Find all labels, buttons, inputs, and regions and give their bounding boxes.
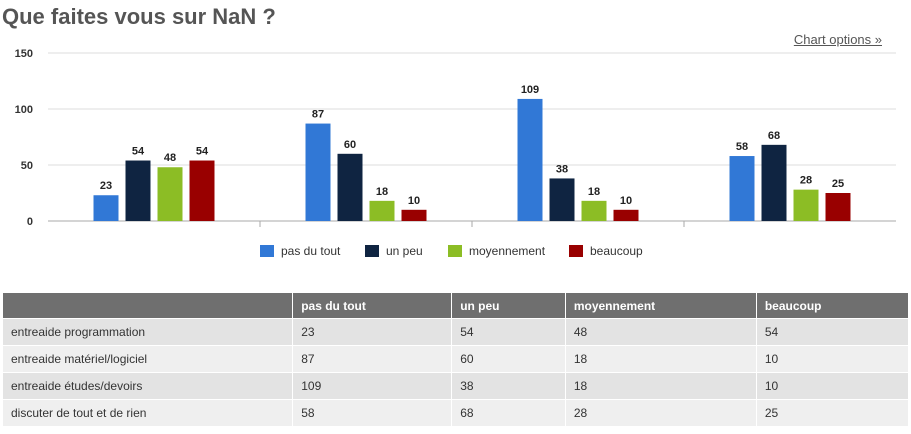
bar — [369, 200, 395, 221]
legend-swatch — [365, 245, 379, 257]
bar — [93, 195, 119, 221]
table-cell: 109 — [292, 372, 453, 400]
table-cell: 23 — [292, 318, 453, 346]
bar-value-label: 10 — [620, 195, 632, 207]
legend-label: pas du tout — [281, 244, 341, 258]
bar — [581, 200, 607, 221]
bar-value-label: 60 — [344, 139, 356, 151]
table-cell: 10 — [756, 345, 908, 373]
grid-lines — [48, 52, 896, 227]
table-cell: 25 — [756, 399, 908, 426]
table-row-label: entreaide programmation — [3, 318, 294, 346]
y-tick-label: 50 — [21, 160, 33, 172]
bar-value-label: 25 — [832, 178, 844, 190]
bar-value-label: 23 — [100, 180, 112, 192]
bar-value-label: 18 — [376, 186, 388, 198]
legend: pas du tout un peu moyennement beaucoup — [260, 244, 643, 258]
bar — [189, 160, 215, 221]
bars — [93, 98, 851, 221]
bar — [549, 178, 575, 221]
bar — [761, 144, 787, 221]
legend-label: moyennement — [469, 244, 546, 258]
bar-value-label: 38 — [556, 163, 568, 175]
table-header-cell — [3, 293, 294, 319]
legend-label: un peu — [386, 244, 423, 258]
bar — [157, 167, 183, 221]
y-tick-label: 100 — [15, 104, 33, 116]
table-row: entreaide matériel/logiciel 87 60 18 10 — [3, 345, 908, 373]
bar — [613, 209, 639, 221]
bar — [401, 209, 427, 221]
table-body: entreaide programmation 23 54 48 54 entreaide… — [3, 318, 908, 426]
table-header-cell: un peu — [451, 293, 566, 319]
table-cell: 58 — [292, 399, 453, 426]
bar-value-label: 54 — [196, 146, 209, 158]
bar-value-label: 28 — [800, 175, 812, 187]
legend-swatch — [260, 245, 274, 257]
bar-value-label: 54 — [132, 146, 145, 158]
legend-swatch — [448, 245, 462, 257]
bar-value-label: 18 — [588, 186, 600, 198]
bar — [337, 153, 363, 221]
bar — [305, 123, 331, 221]
table-cell: 38 — [451, 372, 566, 400]
table-row-label: discuter de tout et de rien — [3, 399, 294, 426]
data-table: pas du tout un peu moyennement beaucoup ent… — [3, 293, 908, 426]
bar-value-label: 87 — [312, 109, 324, 121]
table-cell: 10 — [756, 372, 908, 400]
chart-title: Que faites vous sur NaN ? — [2, 4, 276, 29]
table-cell: 60 — [451, 345, 566, 373]
table-cell: 87 — [292, 345, 453, 373]
table-cell: 48 — [565, 318, 757, 346]
table-cell: 28 — [565, 399, 757, 426]
table-cell: 18 — [565, 372, 757, 400]
bar-value-label: 68 — [768, 130, 780, 142]
bar — [125, 160, 151, 221]
table-row-label: entreaide matériel/logiciel — [3, 345, 294, 373]
bar — [793, 189, 819, 221]
chart-options-link[interactable]: Chart options » — [793, 32, 882, 47]
legend-swatch — [569, 245, 583, 257]
y-tick-label: 150 — [15, 48, 33, 60]
legend-label: beaucoup — [590, 244, 643, 258]
table-header-cell: beaucoup — [756, 293, 908, 319]
bar-value-label: 109 — [521, 84, 539, 96]
table-cell: 68 — [451, 399, 566, 426]
table-cell: 54 — [756, 318, 908, 346]
table-row: entreaide programmation 23 54 48 54 — [3, 318, 908, 346]
table-header-cell: pas du tout — [292, 293, 453, 319]
bar-value-label: 48 — [164, 152, 176, 164]
y-tick-label: 0 — [27, 216, 33, 228]
bar-value-label: 10 — [408, 195, 420, 207]
table-row-label: entreaide études/devoirs — [3, 372, 294, 400]
table-header-row: pas du tout un peu moyennement beaucoup — [3, 293, 908, 319]
bar-value-label: 58 — [736, 141, 748, 153]
bar — [729, 156, 755, 221]
bar — [517, 98, 543, 221]
y-axis-ticks: 0 50 100 150 — [15, 48, 33, 228]
table-cell: 18 — [565, 345, 757, 373]
table-header-cell: moyennement — [565, 293, 757, 319]
table-cell: 54 — [451, 318, 566, 346]
bar-value-labels: 23 54 48 54 87 60 18 10 109 38 18 10 58 68 28 25 — [100, 84, 844, 207]
table-row: discuter de tout et de rien 58 68 28 25 — [3, 399, 908, 426]
bar — [825, 193, 851, 221]
table-row: entreaide études/devoirs 109 38 18 10 — [3, 372, 908, 400]
